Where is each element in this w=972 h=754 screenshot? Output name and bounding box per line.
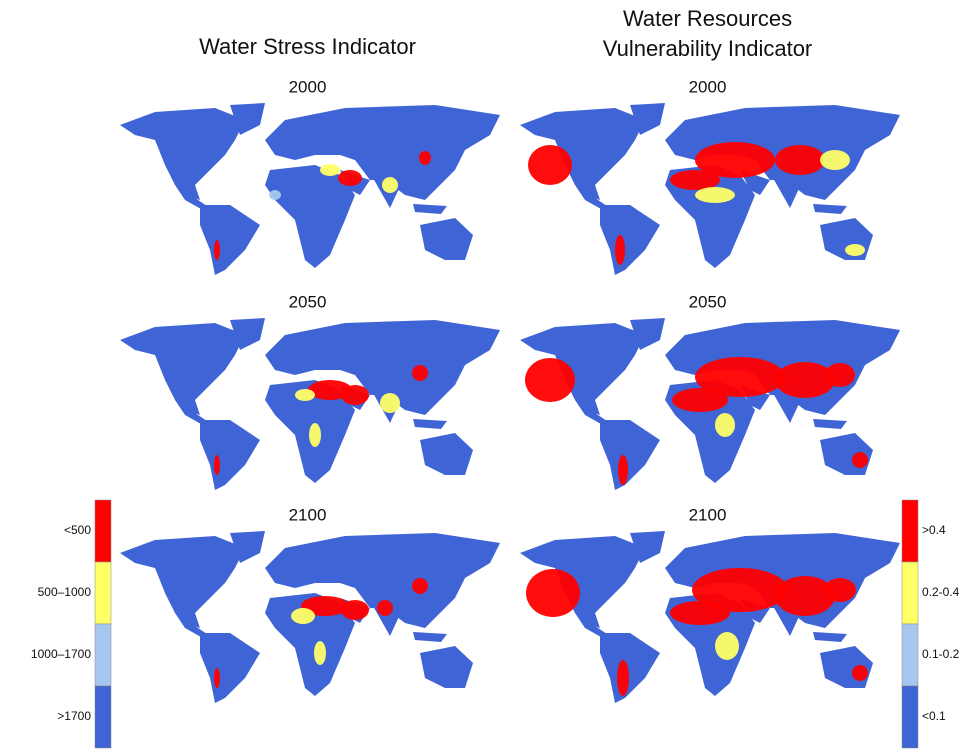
column-title: Water Resources bbox=[623, 6, 792, 31]
legend-swatch bbox=[94, 685, 112, 749]
world-base bbox=[120, 318, 500, 490]
column-title: Vulnerability Indicator bbox=[603, 36, 813, 61]
map-panel bbox=[120, 103, 500, 275]
stress-region bbox=[301, 596, 349, 616]
stress-region bbox=[695, 142, 775, 178]
stress-region bbox=[309, 423, 321, 447]
legend-label: <500 bbox=[64, 523, 91, 537]
panel-year: 2050 bbox=[689, 292, 727, 311]
map-panel bbox=[520, 318, 900, 490]
stress-region bbox=[269, 190, 281, 200]
map-panel bbox=[120, 318, 500, 490]
map-panel bbox=[520, 531, 900, 703]
panel-year: 2100 bbox=[689, 505, 727, 524]
stress-region bbox=[525, 358, 575, 402]
legend-swatch bbox=[901, 623, 919, 687]
stress-region bbox=[617, 660, 629, 696]
panel-year: 2050 bbox=[289, 292, 327, 311]
map-panel bbox=[520, 103, 900, 275]
stress-region bbox=[715, 413, 735, 437]
stress-region bbox=[715, 632, 739, 660]
legend-swatch bbox=[94, 499, 112, 563]
stress-region bbox=[692, 568, 788, 612]
legend-label: 1000–1700 bbox=[31, 647, 91, 661]
stress-region bbox=[825, 363, 855, 387]
stress-region bbox=[820, 150, 850, 170]
stress-region bbox=[672, 388, 728, 412]
stress-region bbox=[314, 641, 326, 665]
world-base bbox=[120, 103, 500, 275]
stress-region bbox=[775, 362, 835, 398]
panel-year: 2000 bbox=[289, 77, 327, 96]
stress-region bbox=[670, 170, 720, 190]
stress-region bbox=[852, 665, 868, 681]
stress-region bbox=[338, 170, 362, 186]
stress-region bbox=[412, 365, 428, 381]
legend-swatch bbox=[901, 685, 919, 749]
stress-region bbox=[670, 601, 730, 625]
stress-region bbox=[615, 235, 625, 265]
stress-region bbox=[419, 151, 431, 165]
stress-region bbox=[341, 385, 369, 405]
legend-swatch bbox=[901, 561, 919, 625]
stress-region bbox=[775, 576, 835, 616]
stress-region bbox=[295, 389, 315, 401]
stress-region bbox=[824, 578, 856, 602]
stress-region bbox=[382, 177, 398, 193]
legend-label: 500–1000 bbox=[38, 585, 92, 599]
stress-region bbox=[214, 668, 220, 688]
legend-label: 0.1-0.2 bbox=[922, 647, 960, 661]
map-panel bbox=[120, 531, 500, 703]
stress-region bbox=[526, 569, 580, 617]
stress-region bbox=[341, 600, 369, 620]
column-title: Water Stress Indicator bbox=[199, 34, 416, 59]
stress-region bbox=[377, 600, 393, 616]
legend-label: >0.4 bbox=[922, 523, 946, 537]
stress-region bbox=[852, 452, 868, 468]
legend-label: >1700 bbox=[57, 709, 91, 723]
stress-region bbox=[528, 145, 572, 185]
stress-region bbox=[214, 455, 220, 475]
stress-region bbox=[695, 357, 785, 397]
stress-region bbox=[291, 608, 315, 624]
legend-swatch bbox=[94, 561, 112, 625]
stress-region bbox=[320, 164, 340, 176]
stress-region bbox=[214, 240, 220, 260]
stress-region bbox=[380, 393, 400, 413]
panel-year: 2100 bbox=[289, 505, 327, 524]
stress-region bbox=[618, 455, 628, 485]
stress-region bbox=[845, 244, 865, 256]
legend-label: 0.2-0.4 bbox=[922, 585, 960, 599]
panel-year: 2000 bbox=[689, 77, 727, 96]
stress-region bbox=[695, 187, 735, 203]
stress-region bbox=[775, 145, 825, 175]
stress-region bbox=[412, 578, 428, 594]
legend-swatch bbox=[901, 499, 919, 563]
legend-swatch bbox=[94, 623, 112, 687]
legend-label: <0.1 bbox=[922, 709, 946, 723]
